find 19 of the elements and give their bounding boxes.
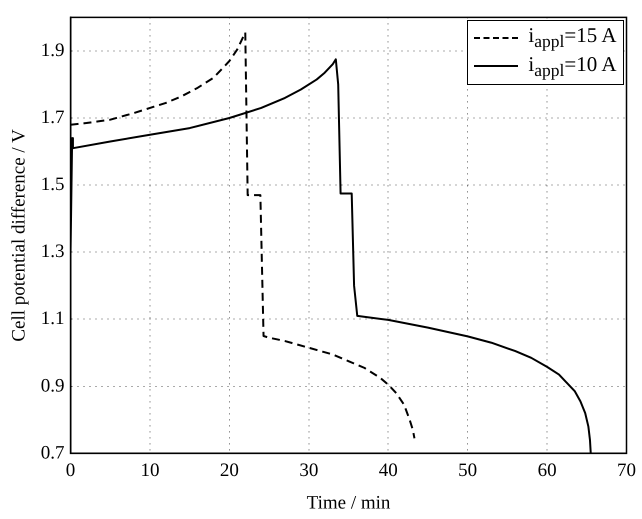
x-axis-title: Time / min (306, 492, 391, 514)
y-tick-label: 1.5 (40, 174, 65, 196)
y-tick-label: 1.7 (40, 107, 65, 128)
x-tick-label: 0 (66, 460, 76, 481)
y-tick-label: 1.9 (40, 40, 65, 61)
x-tick-label: 70 (617, 460, 636, 481)
x-tick-label: 30 (299, 460, 318, 481)
y-tick-label: 0.7 (40, 442, 65, 464)
y-axis-title: Cell potential difference / V (8, 128, 30, 342)
x-tick-label: 10 (140, 460, 160, 481)
y-tick-label: 1.3 (40, 241, 65, 262)
x-tick-label: 40 (378, 460, 398, 481)
y-tick-label: 0.9 (40, 375, 65, 396)
x-tick-label: 20 (220, 460, 239, 481)
legend-label: i$_{appl}$=10 A (528, 52, 616, 80)
y-tick-label: 1.1 (40, 308, 65, 330)
x-tick-label: 50 (458, 460, 478, 481)
legend-label: i$_{appl}$=15 A (528, 23, 616, 52)
x-tick-label: 60 (538, 460, 557, 481)
